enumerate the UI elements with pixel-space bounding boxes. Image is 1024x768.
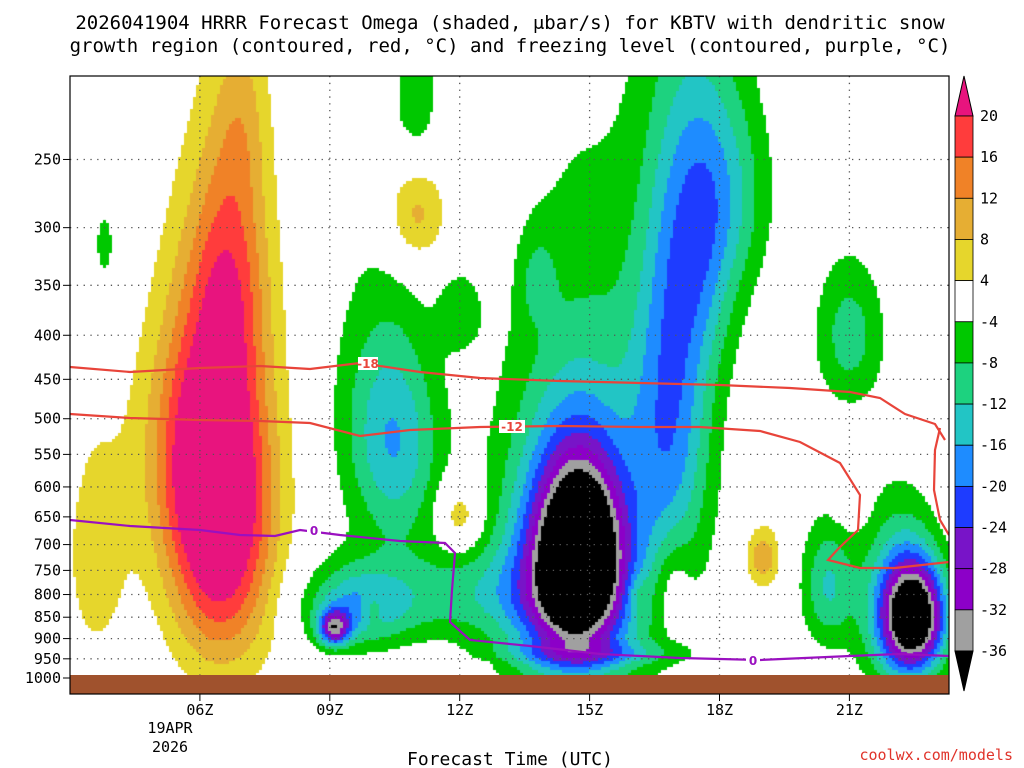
freezing-label-2: 0 <box>749 654 757 668</box>
plot-area <box>70 76 949 694</box>
ground-terrain <box>70 675 949 694</box>
colorbar-label: -32 <box>980 601 1007 619</box>
y-tick-label: 950 <box>34 650 61 668</box>
omega-shading <box>70 76 949 694</box>
dgz-upper-label: -18 <box>357 357 379 371</box>
colorbar-label: -16 <box>980 436 1007 454</box>
colorbar-label: -28 <box>980 560 1007 578</box>
date-label-year: 2026 <box>152 738 188 756</box>
x-axis-title: Forecast Time (UTC) <box>407 749 613 768</box>
colorbar: 20 16 12 8 4 -4 -8 -12 -16 -20 -24 -28 -32 -36 <box>954 75 1007 692</box>
y-tick-label: 1000 <box>25 669 61 687</box>
date-label-month: 19APR <box>147 719 193 737</box>
dgz-lower-label: -12 <box>501 420 523 434</box>
colorbar-label: 4 <box>980 272 989 290</box>
freezing-label-2-bg <box>746 654 760 667</box>
colorbar-bottom-arrow <box>954 650 974 692</box>
y-tick-label: 700 <box>34 536 61 554</box>
y-tick-label: 500 <box>34 410 61 428</box>
colorbar-label: -20 <box>980 477 1007 495</box>
colorbar-label: -24 <box>980 519 1007 537</box>
colorbar-label: 20 <box>980 107 998 125</box>
colorbar-segment <box>954 362 974 405</box>
dgz-upper-label-bg <box>358 357 378 370</box>
colorbar-top-arrow <box>954 75 974 117</box>
y-tick-label: 850 <box>34 608 61 626</box>
y-tick-label: 900 <box>34 630 61 648</box>
y-axis: 250 300 350 400 450 500 550 600 650 700 750 800 850 9… <box>25 150 70 687</box>
dgz-lower-contour-east <box>932 427 949 536</box>
colorbar-segment <box>954 527 974 570</box>
x-tick-label: 12Z <box>446 701 473 719</box>
y-tick-label: 650 <box>34 508 61 526</box>
x-tick-label: 09Z <box>316 701 343 719</box>
colorbar-segment <box>954 280 974 323</box>
colorbar-label: 12 <box>980 189 998 207</box>
colorbar-label: -36 <box>980 642 1007 660</box>
freezing-label-bg <box>307 524 321 537</box>
x-tick-label: 06Z <box>186 701 213 719</box>
colorbar-segment <box>954 568 974 611</box>
x-axis: 06Z 09Z 12Z 15Z 18Z 21Z <box>186 694 863 719</box>
dgz-lower-label-bg <box>499 420 525 433</box>
dgz-upper-contour <box>70 361 946 441</box>
y-tick-label: 300 <box>34 219 61 237</box>
x-tick-label: 18Z <box>706 701 733 719</box>
y-tick-label: 550 <box>34 445 61 463</box>
x-tick-label: 15Z <box>576 701 603 719</box>
x-tick-label: 21Z <box>836 701 863 719</box>
colorbar-segment <box>954 197 974 240</box>
y-tick-label: 750 <box>34 561 61 579</box>
colorbar-segment <box>954 115 974 158</box>
credit-text: coolwx.com/models <box>859 746 1013 764</box>
y-tick-label: 250 <box>34 150 61 168</box>
freezing-label: 0 <box>310 524 318 538</box>
colorbar-label: -8 <box>980 354 998 372</box>
chart-title-line2: growth region (contoured, red, °C) and f… <box>70 35 951 57</box>
colorbar-segment <box>954 485 974 528</box>
colorbar-segment <box>954 403 974 446</box>
dgz-lower-contour <box>70 412 949 570</box>
gridlines <box>70 76 949 694</box>
colorbar-label: 8 <box>980 230 989 248</box>
plot-frame <box>69 75 950 695</box>
y-tick-label: 800 <box>34 586 61 604</box>
colorbar-label: -4 <box>980 313 998 331</box>
y-tick-label: 600 <box>34 478 61 496</box>
chart-title-line1: 2026041904 HRRR Forecast Omega (shaded, … <box>75 12 945 34</box>
colorbar-segment <box>954 444 974 487</box>
y-tick-label: 350 <box>34 276 61 294</box>
colorbar-segment <box>954 321 974 364</box>
colorbar-segment <box>954 239 974 282</box>
colorbar-segment <box>954 609 974 652</box>
colorbar-segment <box>954 156 974 199</box>
y-tick-label: 450 <box>34 370 61 388</box>
colorbar-label: -12 <box>980 395 1007 413</box>
colorbar-label: 16 <box>980 148 998 166</box>
y-tick-label: 400 <box>34 326 61 344</box>
